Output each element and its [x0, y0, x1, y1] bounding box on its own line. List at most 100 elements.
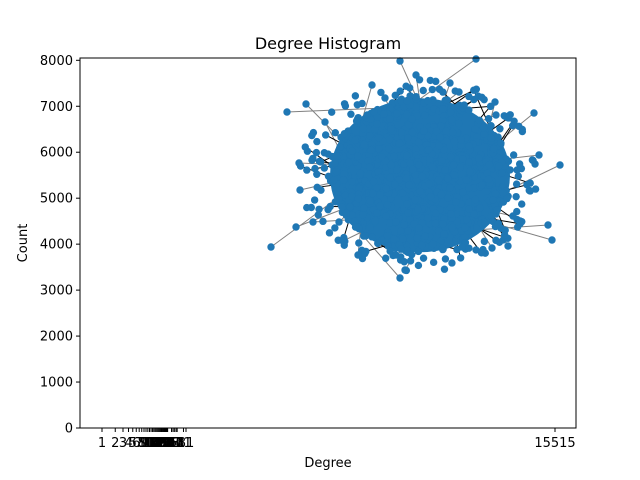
graph-node	[397, 97, 405, 105]
x-tick-label: 13	[143, 436, 160, 451]
graph-node	[303, 166, 311, 174]
graph-node	[354, 251, 362, 259]
graph-node	[448, 259, 456, 267]
graph-node	[418, 172, 426, 181]
graph-node	[446, 203, 455, 212]
graph-node	[363, 111, 371, 119]
y-tick-label: 2000	[40, 330, 73, 345]
graph-node	[327, 108, 336, 116]
graph-node	[359, 210, 367, 219]
graph-node	[393, 166, 401, 174]
graph-node	[364, 157, 372, 165]
graph-node	[375, 145, 383, 153]
graph-node	[448, 223, 457, 232]
graph-node	[424, 146, 433, 154]
x-tick-label: 44	[166, 436, 183, 451]
graph-node	[481, 218, 489, 227]
graph-node	[508, 121, 517, 130]
graph-node	[412, 92, 420, 101]
x-tick-label: 27	[157, 436, 174, 451]
graph-node	[366, 197, 374, 206]
graph-node	[509, 151, 518, 159]
graph-node	[397, 245, 405, 253]
graph-node	[492, 111, 500, 119]
graph-node	[397, 128, 406, 137]
graph-node	[428, 85, 437, 94]
graph-node	[535, 151, 543, 159]
graph-node	[405, 181, 414, 189]
graph-node	[496, 125, 504, 133]
y-tick-label: 3000	[40, 284, 73, 299]
graph-node	[441, 166, 449, 174]
y-tick-label: 0	[65, 422, 73, 437]
graph-node	[491, 98, 499, 106]
x-tick-label: 5	[129, 436, 137, 451]
graph-node	[518, 217, 526, 226]
graph-node	[480, 237, 489, 246]
graph-node	[331, 224, 339, 232]
graph-node	[355, 184, 363, 193]
graph-node	[426, 76, 435, 85]
graph-node	[412, 176, 421, 184]
graph-node	[406, 159, 415, 168]
graph-node	[416, 187, 424, 196]
graph-node	[311, 164, 319, 173]
graph-node	[368, 81, 376, 89]
graph-node	[447, 210, 455, 218]
graph-node	[484, 115, 493, 123]
graph-node	[448, 115, 456, 124]
x-tick-label: 23	[154, 436, 171, 451]
graph-node	[350, 217, 359, 226]
graph-node	[321, 131, 330, 139]
graph-node	[368, 233, 376, 241]
graph-node	[424, 96, 432, 105]
graph-node	[332, 167, 341, 176]
graph-node	[402, 82, 410, 90]
graph-node	[334, 195, 343, 203]
x-tick-label: 11	[140, 436, 157, 451]
graph-node	[393, 109, 401, 118]
graph-node	[386, 173, 394, 182]
graph-node	[488, 244, 496, 252]
x-tick-label: 17	[148, 436, 165, 451]
graph-node	[414, 247, 423, 256]
graph-node	[426, 192, 435, 201]
graph-node	[412, 71, 420, 79]
graph-node	[403, 110, 411, 119]
graph-node	[301, 143, 309, 151]
graph-node	[366, 132, 374, 140]
graph-node	[513, 166, 521, 174]
y-tick-label: 6000	[40, 146, 73, 161]
x-tick-label: 6	[132, 436, 140, 451]
graph-node	[492, 236, 500, 245]
graph-node	[462, 215, 471, 224]
graph-node	[421, 232, 429, 240]
graph-node	[386, 247, 394, 255]
graph-node	[446, 108, 455, 117]
graph-node	[444, 194, 452, 202]
graph-node	[513, 223, 522, 231]
graph-node	[556, 161, 564, 169]
graph-node	[381, 94, 389, 102]
graph-node	[432, 127, 441, 136]
graph-node	[448, 128, 457, 137]
graph-node	[479, 124, 488, 132]
graph-node	[411, 195, 419, 204]
graph-node	[431, 219, 439, 228]
graph-node	[438, 244, 447, 253]
graph-node	[490, 144, 498, 153]
graph-node	[370, 108, 378, 116]
graph-node	[341, 102, 350, 110]
graph-node	[449, 161, 458, 169]
graph-node	[477, 249, 486, 257]
x-tick-label: 20	[151, 436, 168, 451]
graph-node	[487, 122, 495, 130]
graph-node	[309, 154, 317, 163]
x-axis-title: Degree	[304, 456, 351, 471]
graph-node	[408, 250, 416, 259]
x-tick-label: 48	[168, 436, 185, 451]
graph-node	[267, 243, 275, 251]
y-tick-label: 1000	[40, 376, 73, 391]
